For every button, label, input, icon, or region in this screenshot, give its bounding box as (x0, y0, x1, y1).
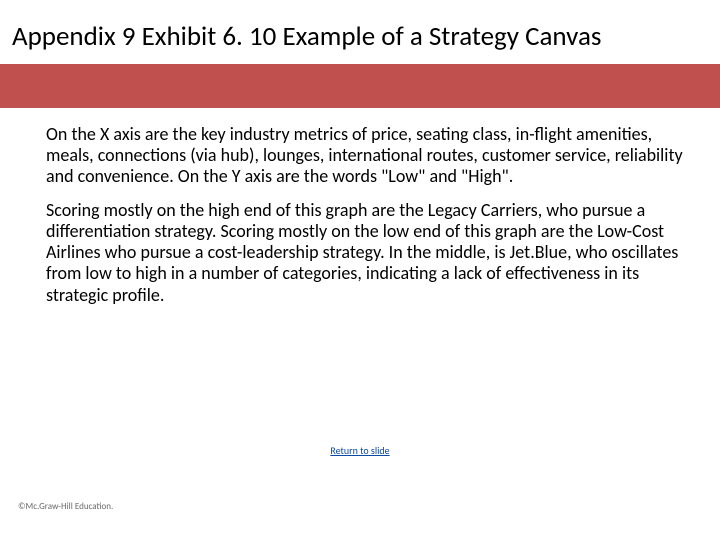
slide-container: Appendix 9 Exhibit 6. 10 Example of a St… (0, 0, 720, 540)
accent-bar (0, 64, 720, 108)
return-link-container: Return to slide (0, 440, 720, 459)
return-to-slide-link[interactable]: Return to slide (330, 444, 389, 457)
paragraph-2: Scoring mostly on the high end of this g… (46, 200, 686, 306)
paragraph-1: On the X axis are the key industry metri… (46, 124, 686, 188)
body-text: On the X axis are the key industry metri… (46, 124, 686, 318)
copyright-text: ©Mc.Graw-Hill Education. (18, 501, 113, 512)
slide-title: Appendix 9 Exhibit 6. 10 Example of a St… (12, 22, 708, 52)
